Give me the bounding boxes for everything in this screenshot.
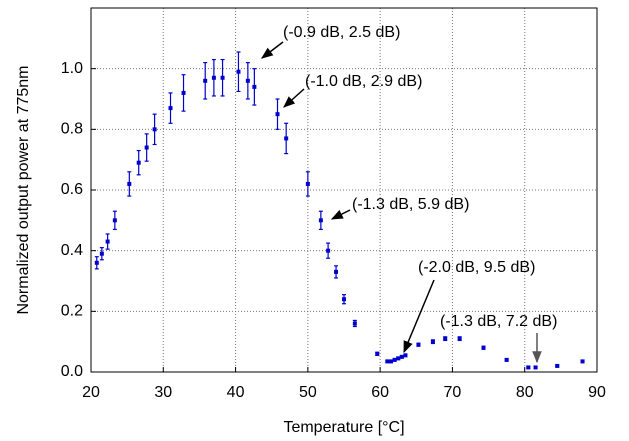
- plot-frame: [90, 7, 598, 373]
- annotation: (-1.3 dB, 7.2 dB): [440, 313, 557, 330]
- point: [443, 336, 448, 341]
- point: [275, 112, 280, 117]
- point: [416, 342, 421, 347]
- point: [580, 359, 585, 364]
- annotation-arrow: [330, 209, 351, 220]
- point: [399, 354, 404, 359]
- x-tick-label: 60: [371, 384, 389, 401]
- annotation-arrow: [261, 41, 284, 59]
- point: [112, 218, 117, 223]
- y-axis-label: Normalized output power at 775nm: [15, 65, 32, 314]
- annotation-arrow: [283, 88, 305, 108]
- point: [99, 251, 104, 256]
- point: [352, 321, 357, 326]
- annotation-arrow: [403, 279, 435, 354]
- point: [211, 75, 216, 80]
- x-tick-label: 50: [299, 384, 317, 401]
- point: [457, 336, 462, 341]
- point: [481, 345, 486, 350]
- point: [105, 239, 110, 244]
- point: [245, 78, 250, 83]
- point: [181, 90, 186, 95]
- point: [318, 218, 323, 223]
- annotation: (-2.0 dB, 9.5 dB): [418, 259, 535, 276]
- point: [168, 106, 173, 111]
- x-tick-label: 70: [444, 384, 462, 401]
- point: [284, 136, 289, 141]
- point: [236, 69, 241, 74]
- point: [396, 356, 401, 361]
- point: [555, 363, 560, 368]
- point: [342, 297, 346, 302]
- point: [326, 248, 331, 253]
- annotation: (-0.9 dB, 2.5 dB): [283, 24, 400, 41]
- x-axis-label: Temperature [°C]: [283, 419, 404, 436]
- point: [504, 357, 509, 362]
- point: [385, 359, 390, 364]
- point: [533, 365, 538, 370]
- x-tick-label: 30: [154, 384, 172, 401]
- annotation: (-1.3 dB, 5.9 dB): [352, 196, 469, 213]
- point: [252, 84, 257, 89]
- point: [94, 260, 99, 265]
- point: [127, 181, 132, 186]
- point: [144, 145, 149, 150]
- point: [152, 127, 157, 132]
- point: [403, 353, 408, 358]
- point: [526, 365, 531, 370]
- y-tick-label: 0.6: [61, 181, 83, 198]
- y-tick-label: 0.0: [61, 363, 83, 380]
- x-tick-label: 20: [82, 384, 100, 401]
- point: [220, 75, 225, 80]
- y-tick-label: 0.8: [61, 121, 83, 138]
- x-tick-label: 40: [227, 384, 245, 401]
- point: [430, 339, 435, 344]
- point: [203, 78, 208, 83]
- point: [388, 359, 393, 364]
- y-tick-label: 0.2: [61, 303, 83, 320]
- y-tick-label: 0.4: [61, 242, 83, 259]
- y-tick-label: 1.0: [61, 60, 83, 77]
- point: [136, 160, 141, 165]
- point: [334, 269, 339, 274]
- annotation: (-1.0 dB, 2.9 dB): [305, 73, 422, 90]
- x-tick-label: 90: [588, 384, 606, 401]
- point: [375, 351, 380, 356]
- point: [392, 357, 397, 362]
- x-tick-label: 80: [516, 384, 534, 401]
- point: [305, 181, 310, 186]
